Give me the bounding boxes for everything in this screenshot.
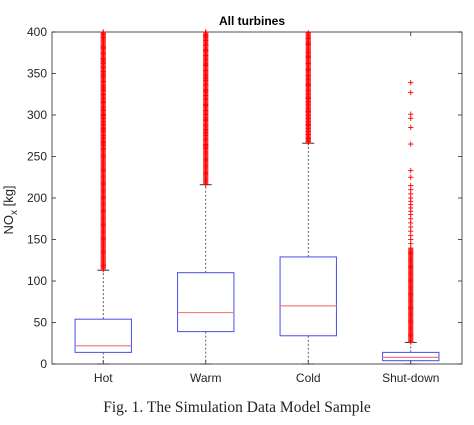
y-tick-label: 250 xyxy=(27,150,47,164)
y-axis-label-sub: x xyxy=(9,210,20,215)
outlier-point xyxy=(100,34,106,40)
outlier-point xyxy=(203,87,209,93)
outlier-point xyxy=(305,138,311,145)
outlier-point xyxy=(203,82,209,88)
y-tick-label: 400 xyxy=(27,25,47,39)
y-tick-label: 300 xyxy=(27,108,47,122)
outlier-point xyxy=(408,241,414,247)
outlier-point xyxy=(203,102,209,108)
outlier-point xyxy=(100,45,106,51)
outlier-point xyxy=(203,67,209,73)
outlier-point xyxy=(203,52,209,58)
outlier-point xyxy=(100,69,106,75)
outlier-point xyxy=(100,74,106,80)
outlier-point xyxy=(100,55,106,62)
outlier-point xyxy=(203,107,209,113)
outlier-point xyxy=(203,127,209,133)
y-tick-label: 150 xyxy=(27,233,47,247)
outlier-point xyxy=(203,42,209,48)
outlier-point xyxy=(203,37,209,43)
outlier-point xyxy=(305,82,311,88)
x-tick-label: Hot xyxy=(94,371,113,385)
outlier-point xyxy=(305,54,311,60)
x-tick-label: Shut-down xyxy=(382,371,439,385)
outlier-point xyxy=(100,29,106,35)
outlier-point xyxy=(203,122,209,128)
outlier-point xyxy=(203,112,209,118)
outlier-point xyxy=(100,50,106,57)
outlier-point xyxy=(203,145,209,151)
outlier-point xyxy=(203,72,209,78)
y-axis-label: NOx [kg] xyxy=(1,185,20,234)
y-tick-label: 350 xyxy=(27,67,47,81)
box-iqr xyxy=(382,351,440,362)
outlier-point xyxy=(203,132,209,138)
box-iqr xyxy=(177,272,235,333)
outlier-point xyxy=(203,47,209,53)
svg-text:NOx [kg]: NOx [kg] xyxy=(1,185,20,234)
y-tick-label: 200 xyxy=(27,191,47,205)
x-tick-label: Warm xyxy=(190,371,222,385)
outlier-point xyxy=(408,89,414,96)
outlier-point xyxy=(203,62,209,68)
outlier-point xyxy=(305,72,311,78)
outlier-point xyxy=(203,117,209,123)
dense-outliers xyxy=(408,245,414,345)
outlier-point xyxy=(203,77,209,83)
y-axis-label-unit: [kg] xyxy=(1,185,16,210)
figure-caption: Fig. 1. The Simulation Data Model Sample xyxy=(103,399,371,416)
outlier-point xyxy=(408,174,414,180)
outlier-point xyxy=(408,168,414,174)
outlier-point xyxy=(203,97,209,103)
plot-frame xyxy=(51,31,463,365)
outlier-point xyxy=(305,60,311,67)
x-tick-label: Cold xyxy=(296,371,321,385)
outlier-point xyxy=(305,36,311,42)
axes-layer: 0 50 100 150 200 250 300 350 400 Hot Warm Cold Shut-… xyxy=(27,25,463,385)
outlier-point xyxy=(408,80,414,86)
chart-title: All turbines xyxy=(219,14,285,28)
y-axis-label-main: NO xyxy=(1,215,16,235)
outlier-point xyxy=(203,32,209,38)
outlier-point xyxy=(408,124,414,131)
plot-area xyxy=(74,29,440,365)
box-plot-chart: All turbines NOx [kg] 0 50 100 150 200 250 300… xyxy=(1,14,463,385)
outlier-point xyxy=(408,115,414,121)
outlier-point xyxy=(203,92,209,98)
y-tick-label: 0 xyxy=(40,357,47,371)
outlier-point xyxy=(203,137,209,143)
box-iqr xyxy=(74,318,132,353)
outlier-point xyxy=(305,66,311,72)
outlier-point xyxy=(100,64,106,70)
outlier-point xyxy=(305,77,311,83)
y-tick-label: 50 xyxy=(34,316,48,330)
outlier-point xyxy=(305,41,311,48)
y-tick-label: 100 xyxy=(27,274,47,288)
outlier-point xyxy=(100,145,106,151)
outlier-point xyxy=(203,57,209,63)
box-iqr xyxy=(279,256,337,337)
outlier-point xyxy=(408,141,414,147)
